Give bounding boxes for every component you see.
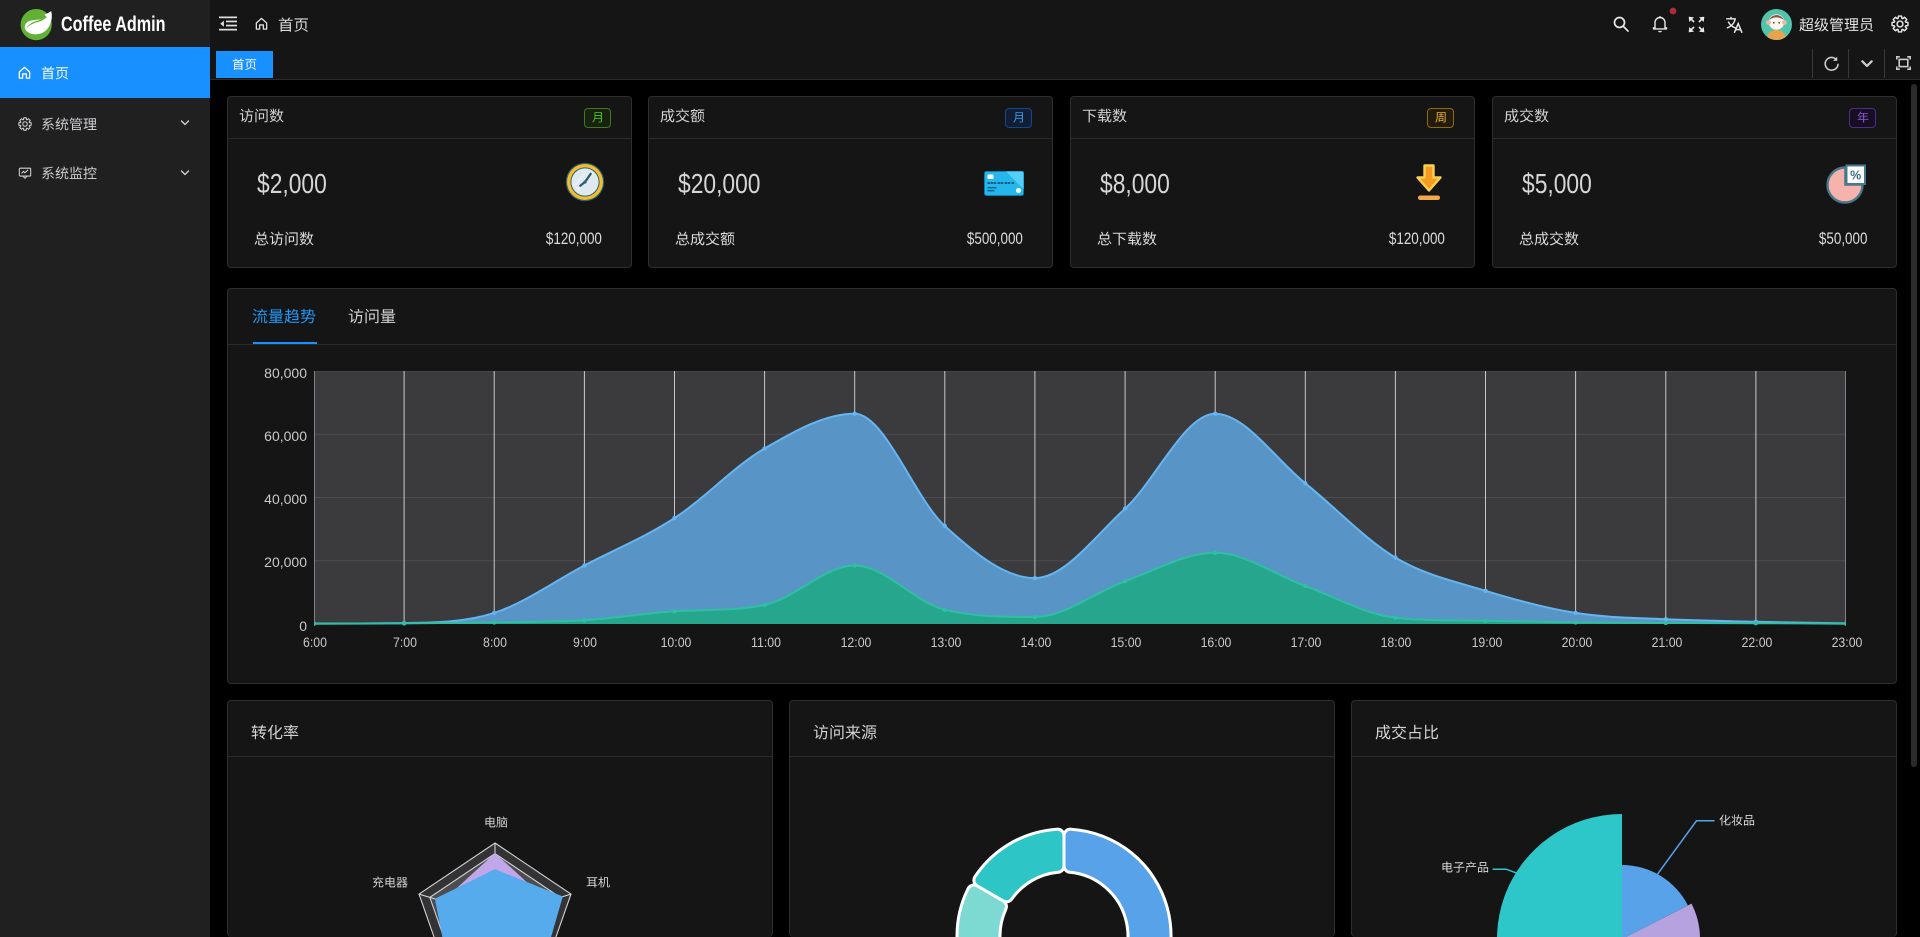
svg-text:%: % xyxy=(1850,168,1861,182)
